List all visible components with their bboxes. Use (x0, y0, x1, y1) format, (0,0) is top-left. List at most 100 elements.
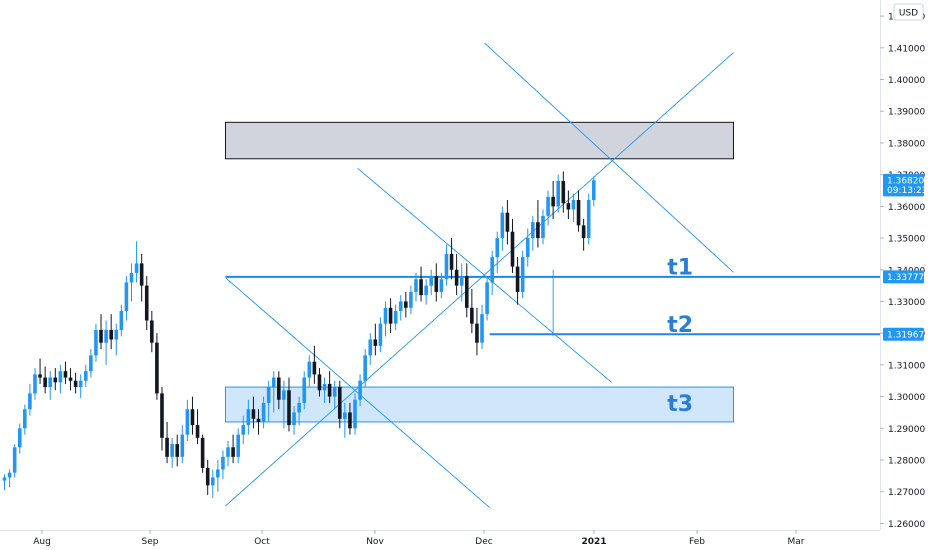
candle[interactable] (165, 421, 169, 464)
candle[interactable] (292, 406, 296, 435)
candle[interactable] (236, 428, 240, 464)
candle[interactable] (546, 190, 550, 226)
candle[interactable] (175, 434, 180, 467)
price-tag[interactable]: 1.31967 (883, 327, 924, 341)
candle[interactable] (221, 450, 225, 480)
candle[interactable] (266, 380, 271, 422)
candle[interactable] (78, 374, 83, 399)
candle[interactable] (119, 304, 124, 337)
candle[interactable] (388, 298, 393, 334)
candle[interactable] (251, 396, 256, 429)
annotation-t1[interactable]: t1 (667, 256, 693, 281)
candle[interactable] (104, 320, 108, 365)
candle[interactable] (261, 396, 266, 429)
price-tag[interactable]: 1.33777 (883, 270, 924, 284)
candle[interactable] (17, 423, 22, 454)
candle[interactable] (383, 301, 388, 337)
candle[interactable] (195, 409, 200, 445)
candle[interactable] (459, 263, 464, 302)
candle[interactable] (404, 291, 408, 318)
candle[interactable] (414, 272, 418, 302)
candle[interactable] (322, 377, 327, 403)
candle[interactable] (368, 333, 373, 365)
candle[interactable] (58, 364, 63, 394)
candle[interactable] (33, 368, 37, 400)
candle[interactable] (536, 200, 540, 248)
candle[interactable] (241, 415, 246, 445)
candle[interactable] (53, 368, 58, 391)
candle[interactable] (480, 304, 484, 350)
candle[interactable] (94, 323, 98, 362)
candle[interactable] (571, 193, 576, 223)
candle[interactable] (505, 200, 510, 245)
candle[interactable] (7, 469, 12, 487)
candle[interactable] (495, 231, 500, 273)
candle[interactable] (297, 396, 301, 426)
candle[interactable] (38, 358, 42, 384)
candle[interactable] (454, 253, 459, 296)
candle[interactable] (282, 380, 286, 429)
trendline-2[interactable] (484, 42, 734, 273)
candle[interactable] (470, 288, 474, 334)
candle[interactable] (525, 228, 530, 267)
candle[interactable] (531, 215, 535, 251)
candle[interactable] (43, 366, 47, 394)
candle[interactable] (109, 314, 113, 350)
trendline-1[interactable] (225, 52, 734, 507)
candle[interactable] (490, 250, 494, 296)
time-axis[interactable]: Aug Sep Oct Nov Dec 2021 Feb Mar (33, 530, 805, 547)
candle[interactable] (68, 368, 73, 391)
candle[interactable] (358, 374, 362, 407)
candle[interactable] (327, 371, 332, 403)
candle[interactable] (485, 276, 489, 321)
candle[interactable] (160, 387, 164, 451)
candle[interactable] (398, 295, 403, 321)
candle[interactable] (576, 190, 581, 232)
candle[interactable] (124, 276, 129, 321)
candle[interactable] (99, 314, 103, 350)
candle[interactable] (210, 469, 215, 499)
candle[interactable] (551, 180, 555, 220)
candle[interactable] (48, 371, 53, 400)
candle[interactable] (424, 279, 428, 305)
candle[interactable] (134, 241, 139, 283)
candle[interactable] (510, 219, 515, 273)
candle[interactable] (586, 193, 591, 245)
candle[interactable] (129, 263, 134, 302)
candle[interactable] (591, 176, 596, 207)
candle[interactable] (23, 404, 27, 435)
candle[interactable] (378, 317, 383, 353)
candle[interactable] (475, 307, 479, 356)
candle[interactable] (393, 304, 398, 330)
candle[interactable] (231, 434, 235, 464)
candle[interactable] (353, 393, 357, 435)
candle[interactable] (114, 323, 119, 356)
candle[interactable] (63, 361, 68, 384)
candle[interactable] (185, 399, 190, 441)
candle[interactable] (12, 444, 17, 478)
candle[interactable] (216, 460, 220, 492)
candle[interactable] (256, 409, 261, 435)
candle[interactable] (271, 371, 276, 413)
candle[interactable] (541, 209, 545, 245)
candle[interactable] (226, 440, 230, 467)
candle[interactable] (409, 285, 413, 315)
candle[interactable] (89, 349, 93, 378)
candle[interactable] (277, 371, 281, 410)
annotation-t3[interactable]: t3 (667, 392, 693, 417)
candle[interactable] (566, 190, 571, 220)
candle[interactable] (449, 238, 454, 280)
trendline-4[interactable] (225, 277, 490, 508)
candle[interactable] (444, 244, 449, 286)
candle[interactable] (343, 402, 347, 438)
candle[interactable] (150, 310, 154, 353)
zone-box-2[interactable] (224, 386, 734, 423)
candle[interactable] (73, 372, 78, 394)
candle[interactable] (464, 263, 469, 318)
candle[interactable] (348, 402, 352, 435)
trendline-3[interactable] (357, 167, 612, 383)
candle[interactable] (144, 276, 149, 330)
candle[interactable] (373, 323, 378, 356)
candle[interactable] (155, 333, 159, 400)
